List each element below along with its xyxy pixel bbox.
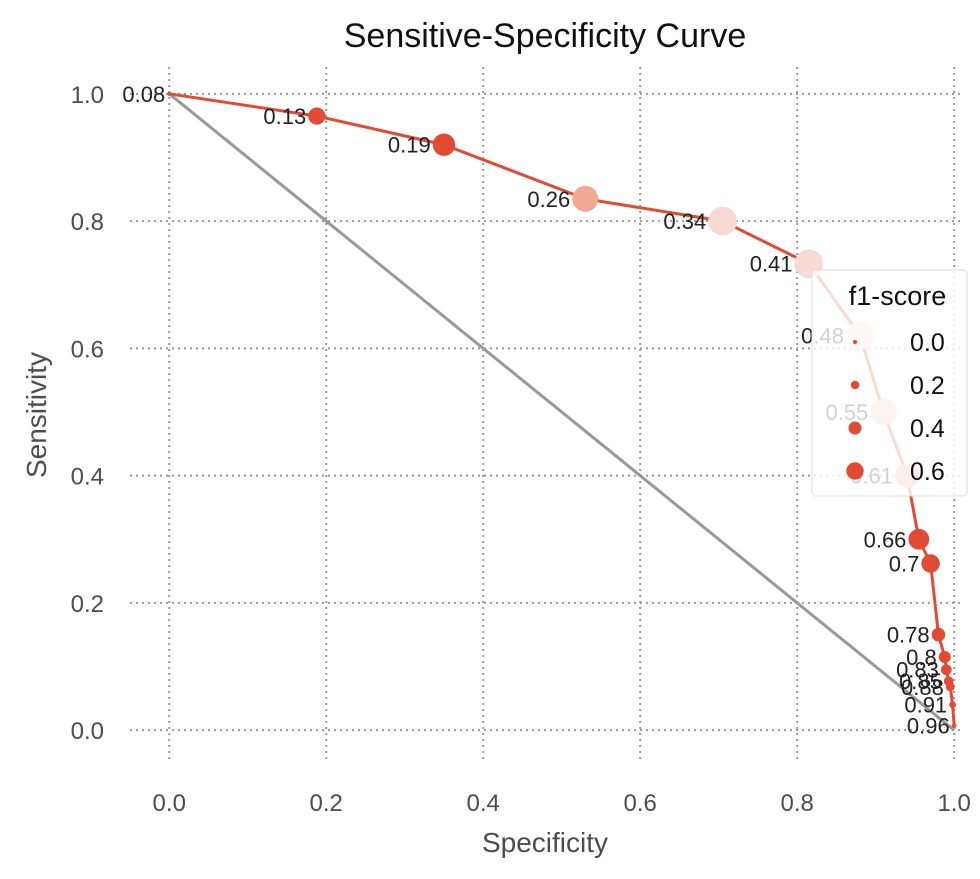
reference-diagonal-line <box>168 92 956 732</box>
legend-marker <box>846 462 864 480</box>
data-point <box>931 627 946 642</box>
point-label: 0.19 <box>388 133 431 158</box>
data-point <box>308 107 326 125</box>
grid <box>130 67 962 762</box>
point-label: 0.8 <box>906 645 937 670</box>
legend-marker <box>852 339 858 345</box>
legend-label: 0.4 <box>910 415 945 443</box>
point-label: 0.7 <box>889 551 920 576</box>
data-point <box>938 651 951 663</box>
legend-label: 0.2 <box>910 372 945 400</box>
point-label: 0.66 <box>864 527 907 552</box>
chart-title: Sensitive-Specificity Curve <box>344 17 746 55</box>
point-label: 0.13 <box>263 104 306 129</box>
legend-title: f1-score <box>849 281 947 311</box>
y-tick-labels: 0.0 0.2 0.4 0.6 0.8 1.0 <box>71 82 104 745</box>
point-label: 0.78 <box>887 623 930 648</box>
data-point <box>908 528 930 550</box>
x-tick-label: 1.0 <box>937 790 970 817</box>
point-label: 0.85 <box>899 669 942 694</box>
point-label: 0.96 <box>907 714 950 739</box>
legend-label: 0.0 <box>910 329 945 357</box>
data-point <box>945 682 955 692</box>
y-tick-label: 0.4 <box>71 464 104 491</box>
y-tick-label: 0.2 <box>71 591 104 618</box>
y-tick-label: 0.0 <box>71 718 104 745</box>
legend-marker <box>848 421 862 435</box>
point-label: 0.08 <box>122 82 165 107</box>
legend-label: 0.6 <box>910 458 945 486</box>
legend: f1-score 0.0 0.2 0.4 0.6 <box>811 269 968 497</box>
legend-box <box>811 269 968 497</box>
data-point <box>951 723 957 729</box>
point-label: 0.88 <box>901 675 944 700</box>
data-point <box>167 91 172 96</box>
legend-entries: 0.0 0.2 0.4 0.6 <box>846 329 945 486</box>
data-point <box>921 554 940 573</box>
x-tick-label: 0.2 <box>310 790 343 817</box>
x-tick-labels: 0.0 0.2 0.4 0.6 0.8 1.0 <box>153 790 971 817</box>
point-label: 0.26 <box>527 187 570 212</box>
y-tick-label: 1.0 <box>71 82 104 109</box>
point-label: 0.83 <box>896 658 939 683</box>
y-tick-label: 0.6 <box>71 336 104 363</box>
legend-marker <box>850 380 860 390</box>
data-point <box>940 664 952 676</box>
x-tick-label: 0.8 <box>780 790 813 817</box>
y-tick-label: 0.8 <box>71 209 104 236</box>
point-label: 0.41 <box>750 252 793 277</box>
data-point <box>949 701 956 709</box>
point-label: 0.34 <box>663 209 706 234</box>
y-axis-label: Sensitivity <box>21 352 52 478</box>
data-point <box>432 133 456 156</box>
x-tick-label: 0.0 <box>153 790 186 817</box>
x-axis-label: Specificity <box>482 827 608 858</box>
point-label: 0.91 <box>904 693 947 718</box>
x-tick-label: 0.6 <box>624 790 657 817</box>
data-point <box>572 185 599 212</box>
x-tick-label: 0.4 <box>467 790 500 817</box>
data-point <box>708 206 738 236</box>
